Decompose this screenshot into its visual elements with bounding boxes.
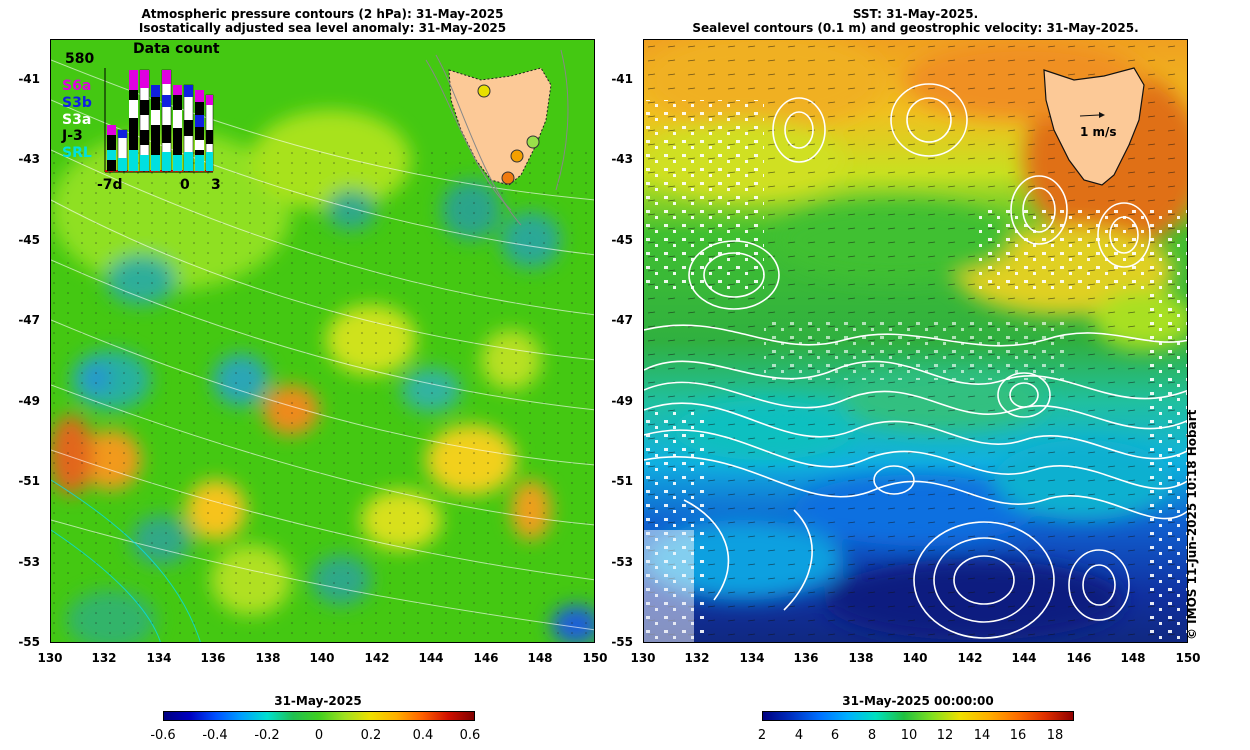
right-title-line2: Sealevel contours (0.1 m) and geostrophi… [692, 21, 1139, 35]
right-x-tick: 140 [902, 651, 928, 665]
right-y-tick: -41 [611, 72, 633, 86]
sea-level-contours [644, 83, 1187, 639]
tasmania-landmass [425, 49, 569, 226]
right-x-tick: 132 [684, 651, 710, 665]
inset-x-label-end: 3 [211, 177, 221, 193]
mission-label-s3b: S3b [62, 95, 92, 111]
right-x-tick: 138 [848, 651, 874, 665]
inset-x-label-zero: 0 [180, 177, 190, 193]
left-x-tick: 138 [255, 651, 281, 665]
left-x-tick: 136 [200, 651, 226, 665]
left-title-line1: Atmospheric pressure contours (2 hPa): 3… [141, 7, 504, 21]
data-count-total: 580 [65, 51, 95, 67]
left-y-tick: -51 [18, 474, 40, 488]
left-colorbar-label: -0.2 [254, 728, 280, 743]
right-y-tick: -47 [611, 313, 633, 327]
right-colorbar-date: 31-May-2025 00:00:00 [842, 694, 994, 708]
velocity-scale-arrow [1079, 114, 1100, 117]
left-x-tick: 130 [37, 651, 63, 665]
left-colorbar-label: 0.2 [360, 728, 382, 743]
right-x-tick: 146 [1066, 651, 1092, 665]
right-y-tick: -53 [611, 555, 633, 569]
left-x-tick: 148 [527, 651, 553, 665]
right-y-tick: -49 [611, 394, 633, 408]
right-colorbar-label: 18 [1046, 728, 1064, 743]
right-x-tick: 150 [1175, 651, 1201, 665]
left-x-tick: 144 [418, 651, 444, 665]
left-colorbar-date: 31-May-2025 [274, 694, 362, 708]
inset-x-label-start: -7d [97, 177, 123, 193]
left-x-tick: 142 [364, 651, 390, 665]
left-colorbar-label: 0.6 [459, 728, 481, 743]
right-y-tick: -51 [611, 474, 633, 488]
left-x-tick: 146 [473, 651, 499, 665]
left-colorbar-label: 0 [314, 728, 324, 743]
right-panel-title: SST: 31-May-2025. Sealevel contours (0.1… [643, 7, 1188, 35]
left-y-tick: -41 [18, 72, 40, 86]
right-colorbar-label: 10 [900, 728, 918, 743]
left-panel-title: Atmospheric pressure contours (2 hPa): 3… [50, 7, 595, 35]
right-colorbar-label: 14 [973, 728, 991, 743]
left-y-tick: -45 [18, 233, 40, 247]
mission-label-s6a: S6a [62, 78, 92, 94]
sst-colorbar [762, 711, 1074, 721]
left-y-tick: -53 [18, 555, 40, 569]
mission-label-j3: J-3 [62, 128, 83, 144]
right-x-tick: 134 [739, 651, 765, 665]
mission-label-s3a: S3a [62, 112, 92, 128]
sst-map: 1 m/s [643, 39, 1188, 643]
right-y-tick: -45 [611, 233, 633, 247]
sea-level-anomaly-map: Data count 580 S6a S3b S3a J-3 SRL -7d 0… [50, 39, 595, 643]
right-colorbar-label: 6 [830, 728, 840, 743]
right-colorbar-label: 16 [1009, 728, 1027, 743]
altimetry-station-marker [477, 84, 491, 98]
right-x-tick: 148 [1120, 651, 1146, 665]
left-x-tick: 150 [582, 651, 608, 665]
mission-label-srl: SRL [62, 145, 92, 161]
left-colorbar-label: -0.6 [150, 728, 176, 743]
left-colorbar-label: 0.4 [412, 728, 434, 743]
sst-field [644, 40, 1187, 642]
right-colorbar-label: 4 [794, 728, 804, 743]
right-y-tick: -55 [611, 635, 633, 649]
velocity-scale-label: 1 m/s [1080, 125, 1117, 139]
right-colorbar-label: 12 [936, 728, 954, 743]
left-x-tick: 132 [91, 651, 117, 665]
data-count-title: Data count [133, 41, 220, 57]
left-y-tick: -49 [18, 394, 40, 408]
sea-level-colorbar [163, 711, 475, 721]
left-colorbar-label: -0.4 [202, 728, 228, 743]
data-count-bars [107, 69, 214, 172]
altimetry-station-marker [501, 171, 515, 185]
left-y-tick: -47 [18, 313, 40, 327]
left-x-tick: 140 [309, 651, 335, 665]
altimetry-station-marker [510, 149, 524, 163]
sea-level-anomaly-field [51, 40, 594, 642]
left-y-tick: -55 [18, 635, 40, 649]
left-title-line2: Isostatically adjusted sea level anomaly… [138, 21, 507, 35]
right-y-tick: -43 [611, 152, 633, 166]
right-x-tick: 144 [1011, 651, 1037, 665]
data-count-inset [104, 68, 214, 173]
right-x-tick: 142 [957, 651, 983, 665]
right-x-tick: 136 [793, 651, 819, 665]
imos-credit: © IMOS 11-Jun-2025 10:18 Hobart [1185, 409, 1199, 640]
right-colorbar-label: 8 [867, 728, 877, 743]
right-colorbar-label: 2 [757, 728, 767, 743]
tasmania-landmass [1043, 67, 1145, 186]
left-y-tick: -43 [18, 152, 40, 166]
right-title-line1: SST: 31-May-2025. [852, 7, 979, 21]
right-x-tick: 130 [630, 651, 656, 665]
altimetry-station-marker [526, 135, 540, 149]
left-x-tick: 134 [146, 651, 172, 665]
